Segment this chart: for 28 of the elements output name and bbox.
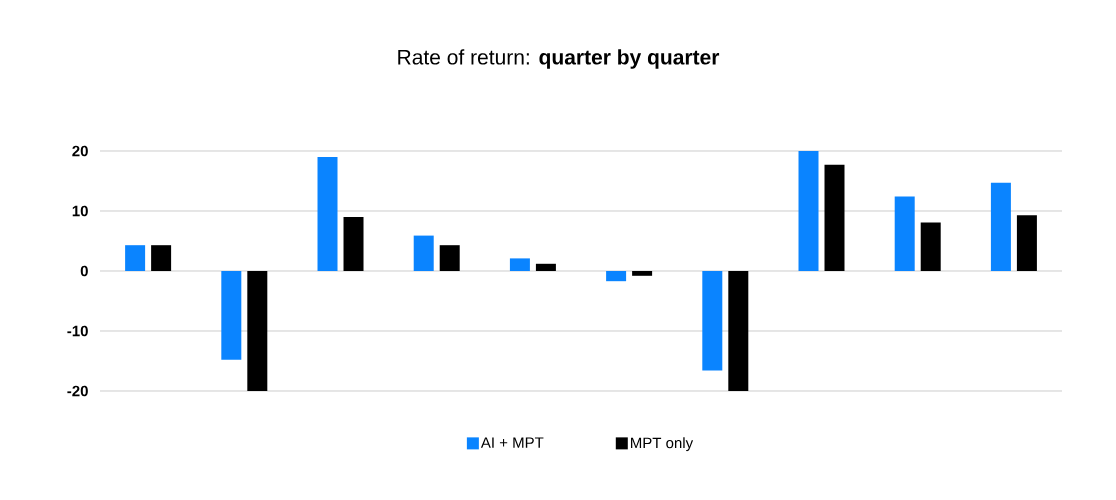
bar <box>343 216 364 271</box>
bar <box>317 156 338 271</box>
bar <box>1016 215 1037 271</box>
chart-title: Rate of return: quarter by quarter <box>398 49 720 69</box>
bar <box>632 270 653 276</box>
bar <box>151 245 172 271</box>
bar <box>728 270 749 391</box>
legend-label: MPT only <box>631 437 694 452</box>
bar <box>606 270 627 282</box>
bar <box>920 222 941 271</box>
bar <box>247 270 268 391</box>
bar <box>221 270 242 360</box>
y-tick-label: 10 <box>72 205 88 217</box>
bar <box>125 245 146 271</box>
bar <box>824 164 845 271</box>
y-tick-label: -20 <box>67 385 88 397</box>
bar <box>894 196 915 271</box>
y-tick-label: -10 <box>67 325 88 337</box>
y-tick-label: 0 <box>80 265 88 277</box>
bar <box>509 258 530 271</box>
bar <box>535 263 556 271</box>
bar <box>413 235 434 271</box>
bar <box>702 270 723 371</box>
bar <box>990 182 1011 271</box>
y-tick-label: 20 <box>72 145 88 157</box>
legend-label: AI + MPT <box>480 437 544 448</box>
bar <box>798 150 819 271</box>
bar <box>439 245 460 271</box>
